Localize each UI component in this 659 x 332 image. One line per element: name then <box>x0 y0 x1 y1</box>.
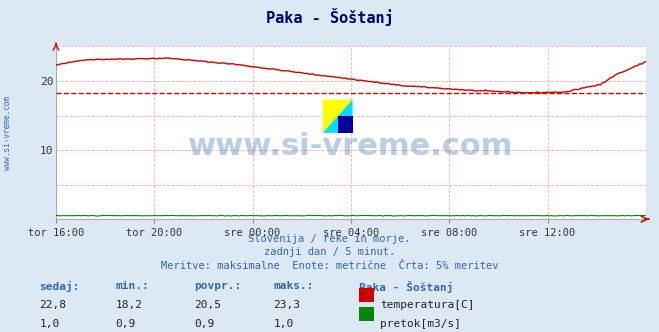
Text: pretok[m3/s]: pretok[m3/s] <box>380 319 461 329</box>
Text: Paka - Šoštanj: Paka - Šoštanj <box>266 8 393 26</box>
Text: 22,8: 22,8 <box>40 300 67 310</box>
Text: 0,9: 0,9 <box>115 319 136 329</box>
Text: zadnji dan / 5 minut.: zadnji dan / 5 minut. <box>264 247 395 257</box>
Text: temperatura[C]: temperatura[C] <box>380 300 474 310</box>
Text: 18,2: 18,2 <box>115 300 142 310</box>
Text: Slovenija / reke in morje.: Slovenija / reke in morje. <box>248 234 411 244</box>
Text: Paka - Šoštanj: Paka - Šoštanj <box>359 281 453 292</box>
Text: Meritve: maksimalne  Enote: metrične  Črta: 5% meritev: Meritve: maksimalne Enote: metrične Črta… <box>161 261 498 271</box>
Text: 1,0: 1,0 <box>273 319 294 329</box>
Text: www.si-vreme.com: www.si-vreme.com <box>188 132 513 161</box>
Text: 23,3: 23,3 <box>273 300 301 310</box>
Text: www.si-vreme.com: www.si-vreme.com <box>3 96 13 170</box>
Text: 0,9: 0,9 <box>194 319 215 329</box>
Text: povpr.:: povpr.: <box>194 281 242 290</box>
Text: sedaj:: sedaj: <box>40 281 80 291</box>
Text: min.:: min.: <box>115 281 149 290</box>
Text: 1,0: 1,0 <box>40 319 60 329</box>
Text: 20,5: 20,5 <box>194 300 221 310</box>
Text: maks.:: maks.: <box>273 281 314 290</box>
